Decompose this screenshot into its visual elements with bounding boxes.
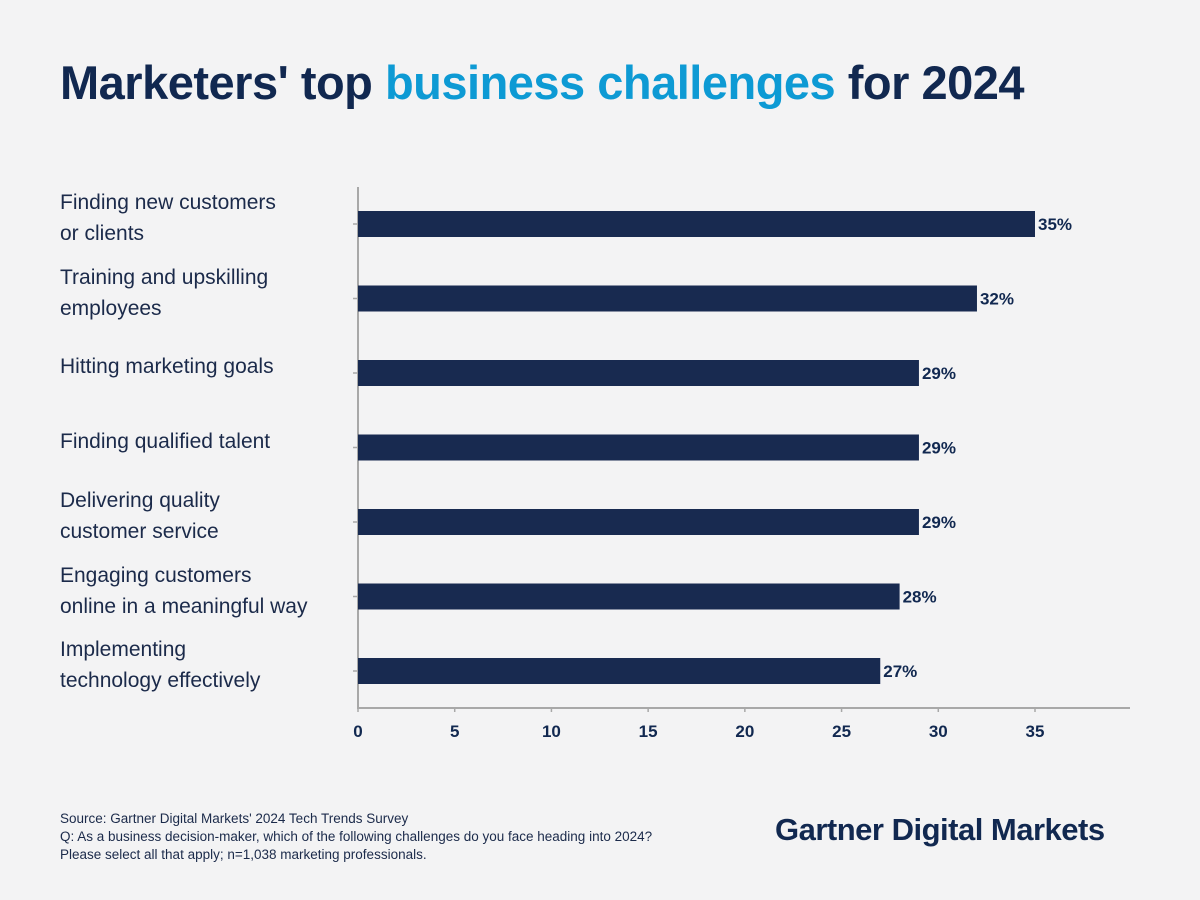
data-label: 27% [883,662,917,681]
category-label: Finding qualified talent [60,426,350,457]
category-label: Training and upskilling employees [60,262,350,324]
bar-chart: 0 5 10 15 20 25 30 35 35% 32% 29% 29% 29% 28% 27% [353,187,1130,741]
category-label-line: Finding qualified talent [60,429,271,453]
data-label: 29% [922,513,956,532]
category-label-line: or clients [60,222,145,245]
data-label: 35% [1038,215,1072,234]
category-label-line: employees [60,296,162,320]
category-label: Engaging customers online in a meaningful… [60,560,350,622]
data-label: 29% [922,439,956,458]
x-tick-label: 5 [450,722,459,741]
title-suffix: for 2024 [835,56,1025,109]
bar [358,211,1035,237]
title-highlight: business challenges [384,56,836,109]
category-label-line: Implementing [60,638,187,661]
category-label-line: customer service [60,520,219,543]
category-label-line: Delivering quality [60,489,220,512]
question-note: Q: As a business decision-maker, which o… [60,829,653,844]
category-label-line: Hitting marketing goals [60,355,274,378]
x-tick-label: 35 [1026,722,1045,741]
category-label-line: Finding new customers [60,191,276,214]
x-tick-label: 10 [542,722,561,741]
data-label: 32% [980,290,1014,309]
x-tick-label: 25 [832,722,851,741]
bar [358,360,919,386]
source-note: Source: Gartner Digital Markets' 2024 Te… [60,811,409,826]
category-label: Hitting marketing goals [60,351,350,382]
x-tick-label: 30 [929,722,948,741]
x-tick-label: 20 [735,722,754,741]
category-label-line: online in a meaningful way [60,594,308,618]
title-prefix: Marketers' top [60,56,385,109]
category-label: Finding new customers or clients [60,187,350,249]
bar [358,658,881,684]
data-label: 29% [922,364,956,383]
chart-title: Marketers' top business challenges for 2… [60,55,1025,110]
sample-note: Please select all that apply; n=1,038 ma… [60,847,427,862]
footer-notes: Source: Gartner Digital Markets' 2024 Te… [60,810,652,864]
category-label: Delivering quality customer service [60,485,350,547]
category-label-line: Training and upskilling [60,265,269,289]
x-tick-label: 15 [639,722,658,741]
bar [358,509,919,535]
brand-logo: Gartner Digital Markets [775,812,1105,847]
category-label-line: Engaging customers [60,563,252,587]
bar [358,434,919,461]
data-label: 28% [903,588,937,607]
category-label: Implementing technology effectively [60,634,350,696]
category-label-line: technology effectively [60,669,261,692]
bar [358,583,900,610]
x-tick-label: 0 [353,722,362,741]
bar [358,285,977,312]
